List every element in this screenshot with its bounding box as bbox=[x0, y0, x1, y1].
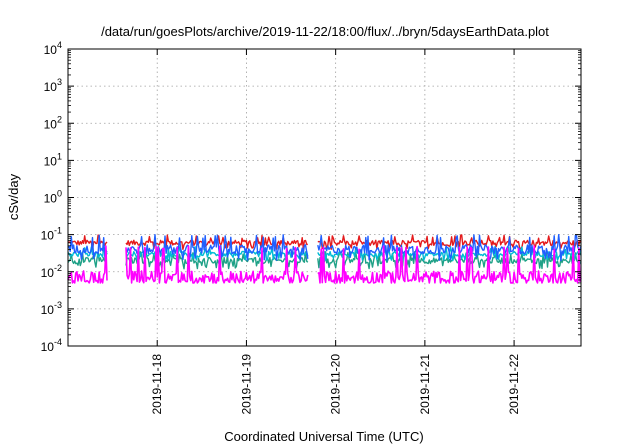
grid bbox=[68, 49, 581, 346]
x-tick-label: 2019-11-21 bbox=[418, 354, 432, 415]
x-tick-label: 2019-11-19 bbox=[239, 354, 253, 415]
y-tick-label: 10-3 bbox=[41, 300, 62, 317]
x-tick-label: 2019-11-18 bbox=[150, 354, 164, 415]
series-layer bbox=[67, 234, 582, 284]
y-tick-label: 102 bbox=[44, 114, 62, 131]
x-axis-title: Coordinated Universal Time (UTC) bbox=[224, 429, 423, 444]
x-axis: 2019-11-18 2019-11-19 2019-11-20 2019-11-21… bbox=[150, 49, 521, 415]
chart-title: /data/run/goesPlots/archive/2019-11-22/1… bbox=[101, 24, 549, 39]
y-tick-label: 100 bbox=[44, 189, 62, 206]
y-tick-label: 10-2 bbox=[41, 263, 62, 280]
x-tick-label: 2019-11-22 bbox=[507, 354, 521, 415]
x-tick-label: 2019-11-20 bbox=[329, 354, 343, 415]
y-tick-label: 10-4 bbox=[41, 337, 62, 354]
y-axis: 10-4 10-3 10-2 10-1 100 101 102 103 104 bbox=[41, 40, 581, 354]
y-tick-label: 103 bbox=[44, 77, 62, 94]
y-axis-title: cSv/day bbox=[6, 173, 21, 220]
series-line bbox=[67, 245, 582, 284]
y-tick-label: 10-1 bbox=[41, 226, 62, 243]
y-tick-label: 101 bbox=[44, 151, 62, 168]
y-tick-label: 104 bbox=[44, 40, 62, 57]
